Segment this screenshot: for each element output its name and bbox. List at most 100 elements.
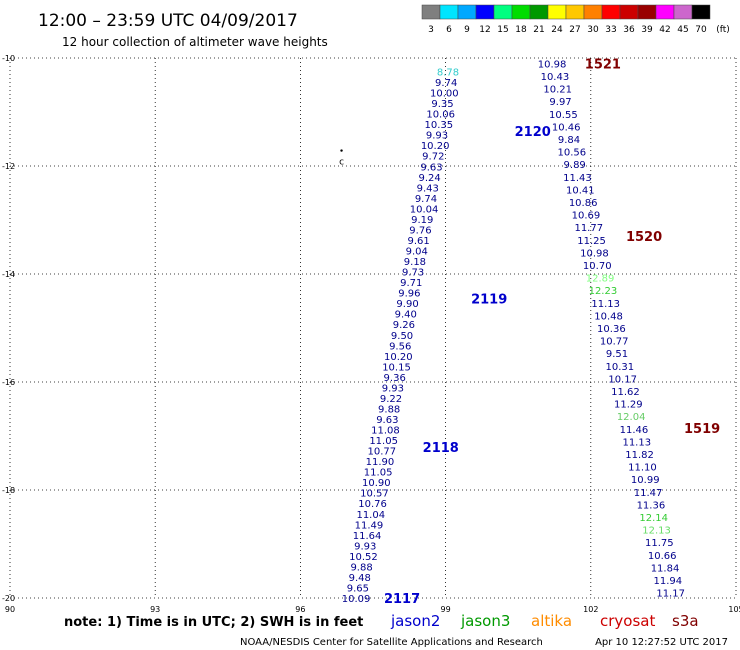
swh-value-label: 11.47 [634, 488, 663, 499]
swh-value-label: 10.77 [600, 337, 629, 348]
satellite-legend-altika: altika [531, 612, 572, 630]
swh-value-label: 11.10 [628, 463, 657, 474]
swh-value-label: 11.77 [574, 223, 603, 234]
swh-value-label: 9.88 [378, 404, 400, 415]
swh-value-label: 10.41 [566, 185, 595, 196]
swh-value-label: 9.89 [564, 160, 586, 171]
swh-value-label: 11.46 [620, 425, 649, 436]
footer-note: note: 1) Time is in UTC; 2) SWH is in fe… [64, 615, 363, 630]
x-tick-label: 93 [150, 605, 160, 614]
swh-value-label: 11.13 [591, 299, 620, 310]
swh-value-label: 10.48 [594, 311, 623, 322]
scale-swatch [493, 4, 513, 20]
swh-value-label: 10.57 [360, 489, 389, 500]
pass-time-label: 2120 [515, 125, 551, 140]
swh-value-label: 10.04 [410, 204, 439, 215]
scale-swatch [475, 4, 495, 20]
y-tick-label: -16 [2, 378, 15, 387]
marker-dot [340, 149, 343, 152]
marker-label: c [339, 158, 344, 168]
swh-value-label: 10.21 [543, 85, 572, 96]
swh-value-label: 11.84 [651, 563, 680, 574]
swh-value-label: 11.05 [364, 468, 393, 479]
swh-value-label: 12.23 [589, 286, 618, 297]
chart-title: 12:00 – 23:59 UTC 04/09/2017 [38, 11, 298, 31]
swh-value-label: 9.93 [354, 541, 376, 552]
swh-value-label: 9.93 [382, 383, 404, 394]
swh-value-label: 11.49 [355, 520, 384, 531]
x-tick-label: 90 [5, 605, 15, 614]
scale-label: 15 [497, 25, 508, 35]
swh-value-label: 9.65 [347, 583, 369, 594]
scale-swatch [619, 4, 639, 20]
swh-value-label: 9.35 [431, 99, 453, 110]
swh-value-label: 9.19 [411, 215, 433, 226]
swh-value-label: 10.17 [608, 374, 637, 385]
swh-value-label: 11.62 [611, 387, 640, 398]
scale-swatch [673, 4, 693, 20]
scale-swatch [511, 4, 531, 20]
swh-value-label: 9.51 [606, 349, 628, 360]
swh-value-label: 9.04 [406, 247, 428, 258]
swh-value-label: 10.36 [597, 324, 626, 335]
y-tick-label: -20 [2, 594, 15, 603]
pass-time-label: 2118 [423, 441, 459, 456]
y-tick-label: -14 [2, 270, 15, 279]
swh-value-label: 10.35 [425, 120, 454, 131]
swh-value-label: 12.04 [617, 412, 646, 423]
scale-label: 36 [623, 25, 635, 35]
swh-value-label: 10.77 [367, 447, 396, 458]
scale-swatch [529, 4, 549, 20]
swh-value-label: 11.43 [563, 173, 592, 184]
swh-value-label: 10.52 [349, 552, 378, 563]
swh-value-label: 10.20 [421, 141, 450, 152]
x-tick-label: 96 [295, 605, 305, 614]
swh-value-label: 10.46 [552, 122, 581, 133]
scale-label: 24 [551, 25, 563, 35]
satellite-legend-cryosat: cryosat [600, 612, 655, 630]
swh-value-label: 11.90 [366, 457, 395, 468]
swh-value-label: 10.98 [538, 59, 567, 70]
pass-time-label: 1519 [684, 422, 720, 437]
swh-value-label: 9.26 [393, 320, 415, 331]
y-tick-label: -10 [2, 54, 15, 63]
swh-value-label: 9.76 [409, 225, 431, 236]
scale-label: 21 [533, 25, 544, 35]
scale-swatch [691, 4, 711, 20]
swh-value-label: 9.43 [417, 183, 439, 194]
swh-value-label: 11.94 [654, 576, 683, 587]
swh-value-label: 9.50 [391, 331, 413, 342]
scale-label: 33 [605, 25, 616, 35]
swh-value-label: 11.36 [637, 500, 666, 511]
swh-value-label: 9.22 [380, 394, 402, 405]
swh-value-label: 9.96 [398, 289, 420, 300]
swh-value-label: 9.73 [402, 268, 424, 279]
swh-value-label: 9.56 [389, 341, 411, 352]
swh-value-label: 11.64 [353, 531, 382, 542]
swh-value-label: 12.89 [586, 274, 615, 285]
swh-value-label: 8.78 [437, 68, 459, 79]
swh-value-label: 9.36 [384, 373, 406, 384]
pass-time-label: 1520 [626, 230, 662, 245]
scale-label: 45 [677, 25, 688, 35]
swh-value-label: 10.98 [580, 248, 609, 259]
swh-value-label: 10.90 [362, 478, 391, 489]
swh-value-label: 11.04 [356, 510, 385, 521]
chart-subtitle: 12 hour collection of altimeter wave hei… [62, 35, 328, 49]
satellite-legend-jason3: jason3 [460, 612, 510, 630]
swh-value-label: 9.72 [422, 152, 444, 163]
satellite-legend-jason2: jason2 [390, 612, 440, 630]
swh-value-label: 10.99 [631, 475, 660, 486]
swh-value-label: 10.43 [541, 72, 570, 83]
swh-value-label: 11.08 [371, 426, 400, 437]
y-tick-label: -12 [2, 162, 15, 171]
swh-value-label: 10.20 [384, 352, 413, 363]
scale-label: 3 [428, 25, 434, 35]
scale-label: 27 [569, 25, 580, 35]
scale-label: 9 [464, 25, 470, 35]
swh-value-label: 10.69 [572, 211, 601, 222]
x-tick-label: 105 [728, 605, 740, 614]
swh-value-label: 9.61 [407, 236, 429, 247]
swh-value-label: 10.55 [549, 110, 578, 121]
